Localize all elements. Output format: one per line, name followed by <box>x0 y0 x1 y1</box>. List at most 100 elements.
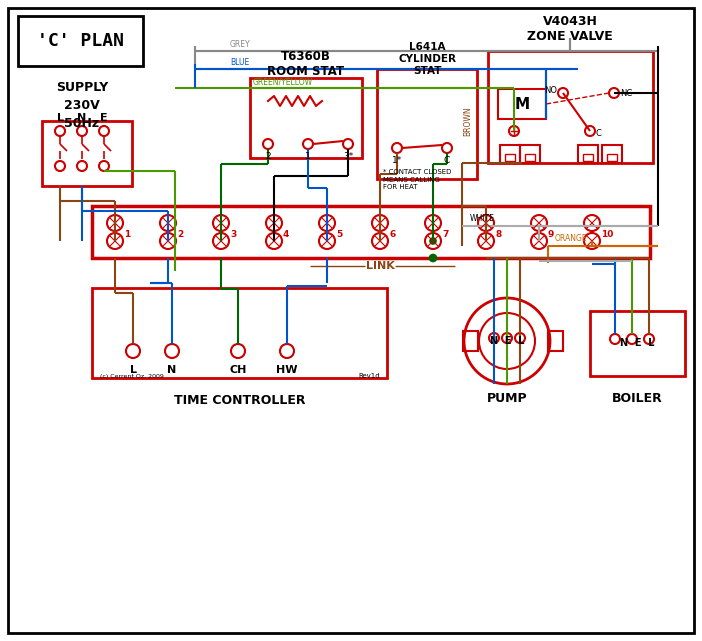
Bar <box>377 69 477 179</box>
Circle shape <box>430 254 437 262</box>
Text: BROWN: BROWN <box>463 106 472 136</box>
Circle shape <box>430 238 436 244</box>
Text: NC: NC <box>620 88 633 97</box>
Circle shape <box>160 215 176 231</box>
Circle shape <box>160 233 176 249</box>
Circle shape <box>99 126 109 136</box>
Bar <box>520 145 540 163</box>
Text: 3: 3 <box>230 229 237 238</box>
Bar <box>42 121 132 186</box>
Circle shape <box>266 215 282 231</box>
Circle shape <box>609 88 619 98</box>
Bar <box>498 89 546 119</box>
Circle shape <box>266 233 282 249</box>
Text: 2: 2 <box>177 229 183 238</box>
Text: 1*: 1* <box>392 156 402 165</box>
Circle shape <box>107 233 123 249</box>
Text: * CONTACT CLOSED
MEANS CALLING
FOR HEAT: * CONTACT CLOSED MEANS CALLING FOR HEAT <box>383 169 451 190</box>
Circle shape <box>442 143 452 153</box>
Text: 8: 8 <box>495 229 501 238</box>
Text: CH: CH <box>230 365 246 375</box>
Circle shape <box>372 233 388 249</box>
Text: L: L <box>129 365 136 375</box>
Circle shape <box>165 344 179 358</box>
Text: E: E <box>100 113 108 123</box>
Circle shape <box>584 233 600 249</box>
Text: 'C' PLAN: 'C' PLAN <box>37 32 124 50</box>
Circle shape <box>502 333 512 343</box>
Text: BOILER: BOILER <box>611 392 663 406</box>
Text: N  E  L: N E L <box>620 338 654 348</box>
Text: ORANGE: ORANGE <box>555 234 588 243</box>
Circle shape <box>213 215 229 231</box>
Circle shape <box>478 215 494 231</box>
Bar <box>250 78 362 158</box>
Circle shape <box>107 215 123 231</box>
Circle shape <box>425 215 441 231</box>
Text: 4: 4 <box>283 229 289 238</box>
Text: M: M <box>515 97 529 112</box>
Text: GREEN/YELLOW: GREEN/YELLOW <box>253 77 313 86</box>
Bar <box>525 154 535 161</box>
Bar <box>590 311 685 376</box>
Circle shape <box>319 233 335 249</box>
Circle shape <box>478 233 494 249</box>
Circle shape <box>343 139 353 149</box>
Text: 9: 9 <box>548 229 555 238</box>
Circle shape <box>55 161 65 171</box>
Bar <box>548 331 563 351</box>
Text: 10: 10 <box>601 229 614 238</box>
Text: N  E  L: N E L <box>490 336 524 346</box>
Text: 2: 2 <box>265 152 271 161</box>
Text: T6360B
ROOM STAT: T6360B ROOM STAT <box>267 50 345 78</box>
Circle shape <box>489 333 499 343</box>
Text: WHITE: WHITE <box>470 214 495 223</box>
Text: 5: 5 <box>336 229 343 238</box>
Text: Rev1d: Rev1d <box>359 373 380 379</box>
Text: N: N <box>77 113 86 123</box>
Text: HW: HW <box>277 365 298 375</box>
Text: TIME CONTROLLER: TIME CONTROLLER <box>174 394 306 408</box>
Bar <box>505 154 515 161</box>
Circle shape <box>392 143 402 153</box>
Circle shape <box>372 215 388 231</box>
Text: N: N <box>167 365 177 375</box>
Text: GREY: GREY <box>230 40 251 49</box>
Bar <box>18 16 143 66</box>
Text: LINK: LINK <box>366 261 395 271</box>
Text: V4043H
ZONE VALVE: V4043H ZONE VALVE <box>527 15 613 43</box>
Circle shape <box>77 126 87 136</box>
Text: NO: NO <box>544 85 557 94</box>
Circle shape <box>55 126 65 136</box>
Circle shape <box>99 161 109 171</box>
Circle shape <box>585 126 595 136</box>
Circle shape <box>280 344 294 358</box>
Bar <box>602 145 622 163</box>
Text: C: C <box>444 156 450 165</box>
Circle shape <box>77 161 87 171</box>
Bar <box>463 331 478 351</box>
Circle shape <box>425 233 441 249</box>
Circle shape <box>263 139 273 149</box>
Bar <box>92 206 650 258</box>
Bar <box>578 145 598 163</box>
Circle shape <box>558 88 568 98</box>
Circle shape <box>610 334 620 344</box>
Circle shape <box>303 139 313 149</box>
Text: C: C <box>596 128 602 138</box>
Circle shape <box>509 126 519 136</box>
Text: BLUE: BLUE <box>230 58 249 67</box>
Circle shape <box>584 215 600 231</box>
Circle shape <box>126 344 140 358</box>
Circle shape <box>515 333 525 343</box>
Text: L: L <box>56 113 63 123</box>
Circle shape <box>644 334 654 344</box>
Circle shape <box>213 233 229 249</box>
Circle shape <box>531 215 547 231</box>
Bar <box>92 288 387 378</box>
Circle shape <box>231 344 245 358</box>
Text: 1: 1 <box>305 152 311 161</box>
Circle shape <box>464 298 550 384</box>
Text: PUMP: PUMP <box>486 392 527 404</box>
Text: L641A
CYLINDER
STAT: L641A CYLINDER STAT <box>398 42 456 76</box>
